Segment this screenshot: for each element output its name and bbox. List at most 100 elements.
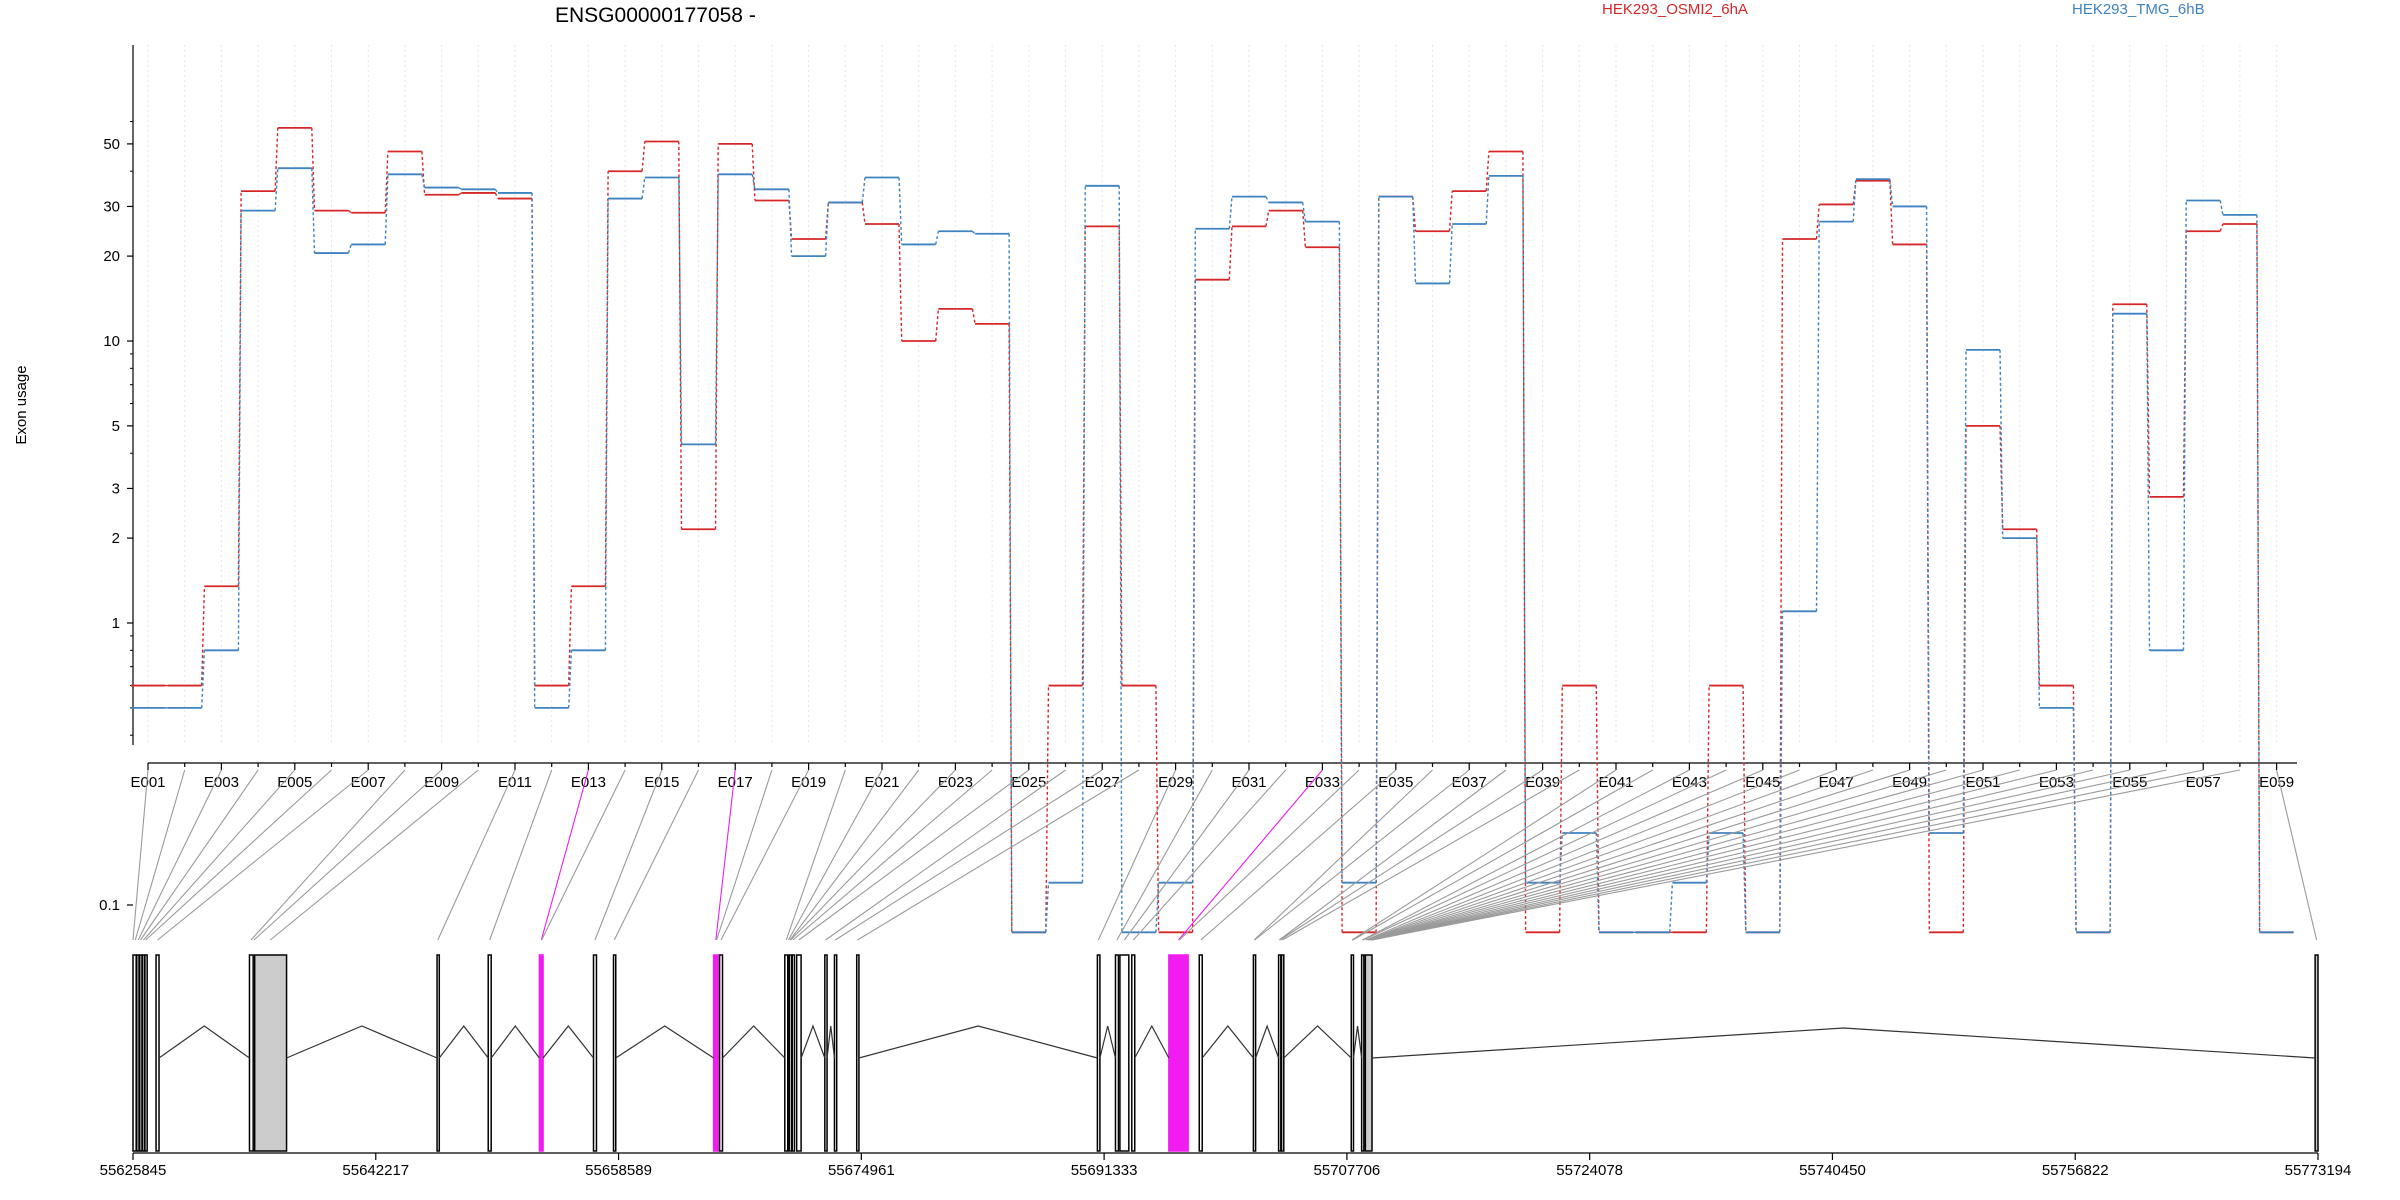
exon-block bbox=[791, 954, 796, 1152]
exon-connector bbox=[269, 769, 479, 941]
x-tick-label: E005 bbox=[277, 774, 312, 791]
series-connector bbox=[714, 143, 719, 530]
series-connector bbox=[1045, 685, 1050, 933]
exon-block bbox=[855, 954, 860, 1152]
intron-line bbox=[858, 1025, 1098, 1059]
series-connector bbox=[935, 231, 940, 245]
exon-block bbox=[1114, 954, 1120, 1152]
series-connector bbox=[2036, 538, 2041, 708]
x-tick-label: E037 bbox=[1452, 774, 1487, 791]
series-connector bbox=[1815, 221, 1820, 612]
x-tick-label: E059 bbox=[2259, 774, 2294, 791]
series-connector bbox=[421, 151, 426, 195]
y-tick-label: 1 bbox=[112, 615, 120, 632]
intron-line bbox=[615, 1025, 714, 1059]
series-connector bbox=[274, 168, 279, 211]
genomic-tick-label: 55740450 bbox=[1799, 1162, 1866, 1179]
x-tick-label: E023 bbox=[938, 774, 973, 791]
exon-block-highlight bbox=[1168, 954, 1189, 1152]
series-connector bbox=[788, 189, 793, 257]
exon-connector bbox=[798, 769, 1030, 941]
series-connector bbox=[201, 586, 206, 686]
exon-block bbox=[1252, 954, 1257, 1152]
exon-connector bbox=[489, 769, 553, 941]
exon-connector bbox=[132, 769, 149, 941]
legend-series-b: HEK293_TMG_6hB bbox=[2072, 1, 2205, 18]
genomic-tick-label: 55674961 bbox=[828, 1162, 895, 1179]
x-tick-label: E017 bbox=[718, 774, 753, 791]
exon-connector bbox=[250, 769, 406, 941]
series-connector bbox=[861, 177, 866, 203]
x-tick-label: E041 bbox=[1598, 774, 1633, 791]
series-connector bbox=[421, 174, 426, 188]
exon-block bbox=[141, 954, 146, 1152]
exon-block bbox=[144, 954, 148, 1152]
exon-block bbox=[824, 954, 828, 1152]
exon-connector bbox=[1116, 769, 1213, 941]
series-connector bbox=[458, 192, 462, 196]
y-tick-label: 50 bbox=[103, 136, 120, 153]
genomic-tick-label: 55642217 bbox=[342, 1162, 409, 1179]
y-tick-label: 0.1 bbox=[99, 897, 120, 914]
exon-connector bbox=[157, 769, 369, 941]
x-tick-label: E009 bbox=[424, 774, 459, 791]
series-connector bbox=[348, 210, 352, 214]
series-connector bbox=[678, 141, 683, 530]
series-connector bbox=[1889, 179, 1894, 207]
exon-block-grey bbox=[2314, 954, 2319, 1152]
series-connector bbox=[751, 174, 756, 190]
exon-connector bbox=[1123, 769, 1250, 941]
gene-model: 55625845 55642217 55658589 55674961 55691333… bbox=[100, 954, 2351, 1179]
exon-connector bbox=[1178, 769, 1323, 941]
series-connector bbox=[384, 151, 389, 213]
series-connector bbox=[1522, 175, 1527, 883]
exon-connector bbox=[1371, 769, 2204, 941]
exon-block bbox=[1280, 954, 1285, 1152]
exon-connector bbox=[253, 769, 442, 941]
series-connector bbox=[2146, 304, 2151, 497]
series-connector bbox=[2072, 707, 2077, 933]
series-connector bbox=[1338, 221, 1343, 883]
series-connector bbox=[604, 198, 609, 651]
series-connector bbox=[1485, 175, 1490, 225]
exon-connector bbox=[789, 769, 920, 941]
exon-block bbox=[833, 954, 838, 1152]
intron-line bbox=[1352, 1025, 1363, 1059]
intron-line bbox=[1255, 1024, 1280, 1059]
x-tick-label: E029 bbox=[1158, 774, 1193, 791]
chart-title: ENSG00000177058 - bbox=[555, 4, 756, 27]
exon-connector bbox=[1371, 769, 2130, 941]
series-connector bbox=[898, 223, 903, 342]
series-connector bbox=[2146, 313, 2151, 651]
series-connector bbox=[1008, 323, 1013, 933]
series-connector bbox=[1669, 882, 1674, 933]
intron-line bbox=[438, 1025, 489, 1059]
series-connector bbox=[1485, 151, 1490, 192]
intron-line bbox=[800, 1024, 826, 1059]
series-connector bbox=[1081, 185, 1086, 883]
exon-block bbox=[1198, 954, 1203, 1152]
series-connector bbox=[237, 210, 242, 651]
series-connector bbox=[824, 202, 829, 257]
exon-connector bbox=[137, 769, 222, 941]
exon-connector bbox=[1367, 769, 1800, 941]
intron-line bbox=[286, 1025, 438, 1059]
y-tick-label: 10 bbox=[103, 333, 120, 350]
series-connector bbox=[311, 168, 316, 254]
exon-block bbox=[1096, 954, 1101, 1152]
exon-connectors bbox=[132, 769, 2318, 941]
series-connector bbox=[2256, 214, 2261, 933]
series-connector bbox=[641, 177, 646, 199]
exon-block-highlight bbox=[712, 954, 719, 1152]
y-tick-label: 5 bbox=[112, 418, 120, 435]
x-tick-label: E039 bbox=[1525, 774, 1560, 791]
exon-connector bbox=[790, 769, 956, 941]
intron-line bbox=[490, 1025, 540, 1059]
series-connector bbox=[1045, 882, 1050, 933]
exon-block bbox=[436, 954, 441, 1152]
exon-block-grey bbox=[1364, 954, 1373, 1152]
exon-connector bbox=[1365, 769, 1764, 941]
series-connector bbox=[2219, 200, 2224, 216]
series-connector bbox=[568, 586, 573, 686]
series-connector bbox=[971, 308, 976, 325]
